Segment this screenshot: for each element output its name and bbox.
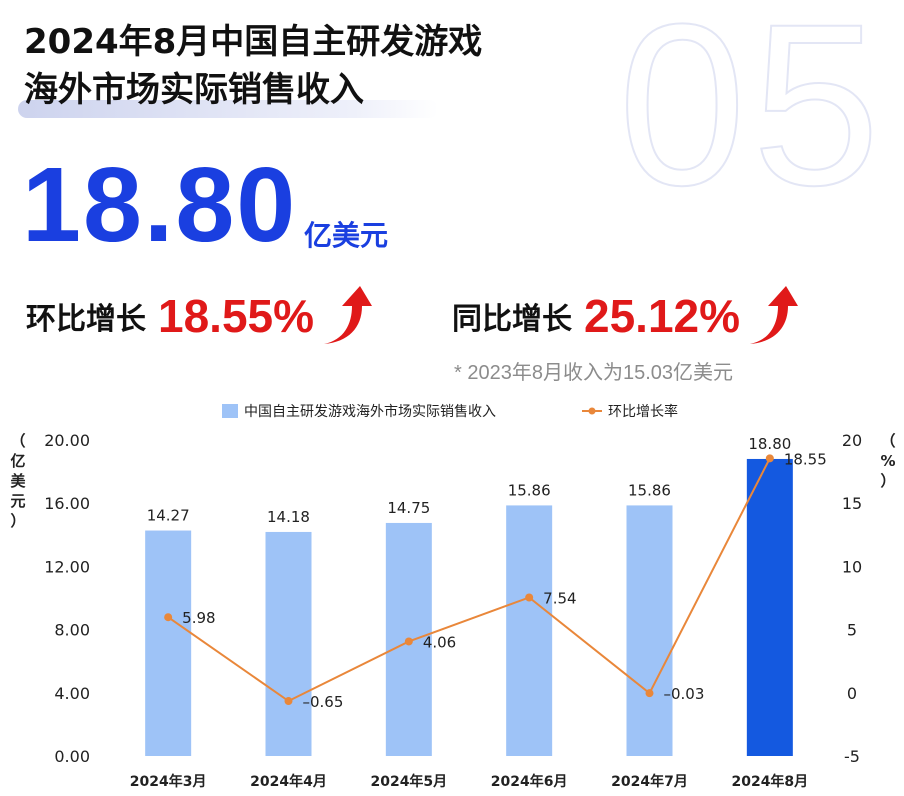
legend-line-label: 环比增长率 [608,403,678,420]
y-left-tick-label: 16.00 [44,494,90,513]
y-right-tick-label: -5 [844,747,860,766]
y-left-axis-label-char: （ [10,432,25,450]
y-right-tick-label: 15 [842,494,862,513]
y-left-axis-label-char: 美 [10,472,26,490]
x-tick-label: 2024年4月 [250,773,327,790]
y-left-axis-label-char: ） [10,512,25,530]
revenue-chart: 中国自主研发游戏海外市场实际销售收入 环比增长率 （ 亿美元 ） （% ） 0.00 4.00 8… [10,403,895,790]
bar [145,530,192,756]
mom-growth: 环比增长 18.55% [26,284,374,348]
x-tick-label: 2024年5月 [370,773,447,790]
growth-rate-data-label: 5.98 [182,609,215,627]
y-left-tick-label: 12.00 [44,557,90,576]
legend-bar-swatch [222,404,238,418]
headline-unit: 亿美元 [304,219,389,252]
growth-rate-data-label: –0.03 [664,685,705,703]
growth-rate-point [164,613,173,622]
bar-data-label: 15.86 [628,481,671,499]
title-underline [18,100,438,118]
growth-rate-point [404,637,413,646]
up-arrow-icon [324,286,373,344]
y-right-axis-label-char: ） [880,472,895,490]
x-tick-label: 2024年7月 [611,773,688,790]
growth-rate-point [284,697,293,706]
growth-rate-point [525,593,534,602]
title-line-2: 海外市场实际销售收入 [24,70,364,110]
mom-label: 环比增长 [26,302,146,337]
y-left-tick-label: 8.00 [54,621,90,640]
x-tick-label: 2024年8月 [731,773,808,790]
bar [265,531,312,756]
y-right-tick-label: 5 [847,621,857,640]
x-tick-label: 2024年6月 [491,773,568,790]
y-right-tick-label: 0 [847,684,857,703]
growth-rate-data-label: 4.06 [423,633,456,651]
y-right-axis-label-char: （ [880,432,895,450]
headline-value: 18.80 [22,146,298,264]
bar-data-label: 14.18 [267,508,310,526]
y-left-tick-label: 4.00 [54,684,90,703]
x-tick-label: 2024年3月 [130,773,207,790]
y-left-tick-label: 20.00 [44,431,90,450]
yoy-label: 同比增长 [452,302,572,337]
bar-data-label: 18.80 [748,435,791,453]
yoy-value: 25.12% [584,290,741,342]
growth-rate-data-label: 7.54 [543,589,576,607]
y-right-tick-label: 10 [842,557,862,576]
y-right-axis-label-char: % [880,452,895,470]
legend-line-marker [588,407,596,415]
growth-rate-data-label: 18.55 [784,450,827,468]
growth-rate-point [765,454,774,463]
footnote: * 2023年8月收入为15.03亿美元 [454,362,734,384]
yoy-growth: 同比增长 25.12% [452,284,800,348]
background-number: 05 [617,0,886,233]
growth-rate-line [167,457,771,703]
bar-data-label: 14.27 [147,507,190,525]
mom-value: 18.55% [158,290,315,342]
y-right-tick-label: 20 [842,431,862,450]
up-arrow-icon [750,286,799,344]
bar-data-label: 15.86 [508,481,551,499]
growth-rate-point [645,689,654,698]
bar [746,458,793,756]
title-line-1: 2024年8月中国自主研发游戏 [24,22,483,62]
bar-data-label: 14.75 [387,499,430,517]
bar [506,505,553,756]
page-title: 2024年8月中国自主研发游戏 海外市场实际销售收入 [24,18,482,114]
bar [626,505,673,756]
y-left-axis-label-char: 元 [10,492,25,510]
y-left-axis-label-char: 亿 [10,452,25,470]
y-left-tick-label: 0.00 [54,747,90,766]
legend-bar-label: 中国自主研发游戏海外市场实际销售收入 [244,403,496,420]
growth-rate-data-label: –0.65 [303,693,344,711]
